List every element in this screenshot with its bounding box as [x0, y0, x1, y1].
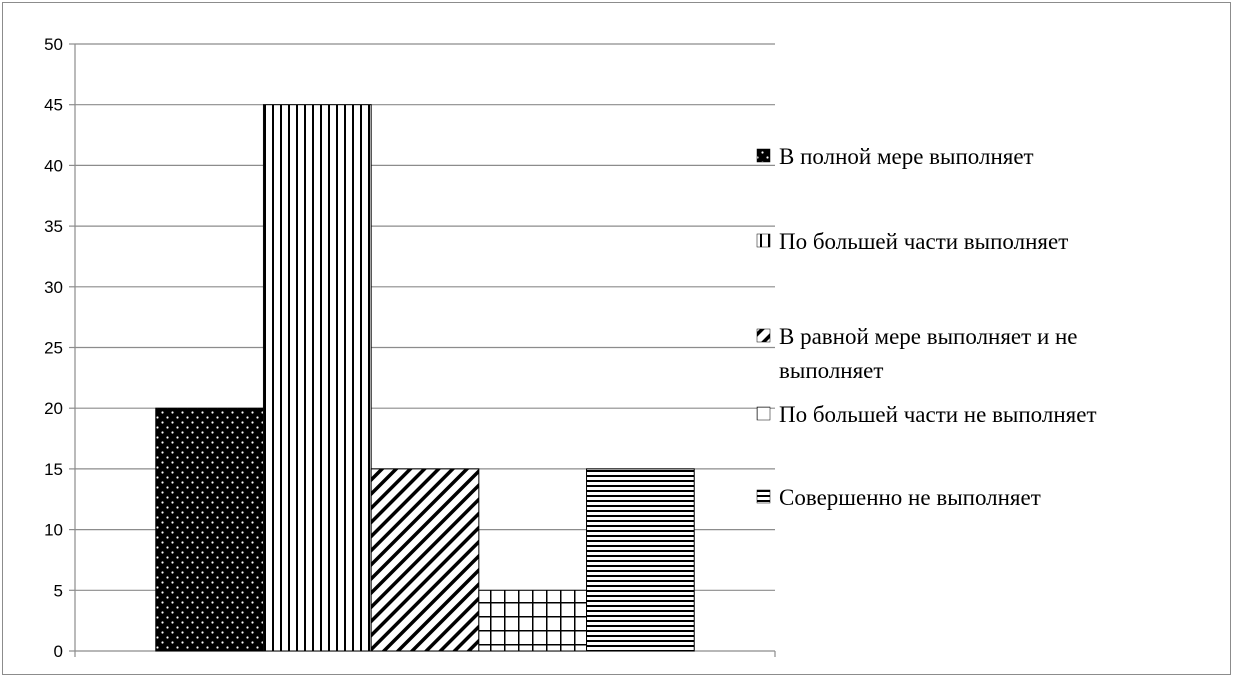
legend-label-3: В равной мере выполняет и не	[779, 324, 1078, 349]
y-tick-label: 30	[44, 278, 63, 297]
y-tick-label: 0	[54, 642, 63, 661]
legend-swatch-4	[756, 406, 771, 421]
y-tick-label: 45	[44, 96, 63, 115]
y-tick-label: 5	[54, 581, 63, 600]
bar-5	[586, 468, 695, 652]
legend-swatch-1	[756, 148, 771, 163]
legend-swatch-3	[756, 328, 771, 343]
y-tick-label: 25	[44, 339, 63, 358]
y-tick-label: 50	[44, 35, 63, 54]
legend-label-2: По большей части выполняет	[779, 229, 1068, 254]
bar-4	[478, 589, 588, 652]
legend-swatch-5	[756, 489, 771, 504]
legend: В полной мере выполняет По большей части …	[756, 144, 1097, 510]
bar-2	[262, 104, 372, 652]
y-tick-label: 20	[44, 399, 63, 418]
bar-1	[155, 407, 264, 652]
y-tick-label: 35	[44, 217, 63, 236]
legend-label-5: Совершенно не выполняет	[779, 485, 1041, 510]
legend-label-4: По большей части не выполняет	[779, 402, 1097, 427]
y-tick-label: 15	[44, 460, 63, 479]
y-tick-label: 40	[44, 156, 63, 175]
y-tick-labels: 0 5 10 15 20 25 30 35 40 45 50	[44, 35, 63, 661]
legend-swatch-2	[756, 233, 771, 248]
legend-label-3: выполняет	[779, 358, 883, 383]
bar-3	[370, 468, 480, 652]
bars	[155, 104, 695, 652]
y-tick-label: 10	[44, 521, 63, 540]
legend-label-1: В полной мере выполняет	[779, 144, 1034, 169]
